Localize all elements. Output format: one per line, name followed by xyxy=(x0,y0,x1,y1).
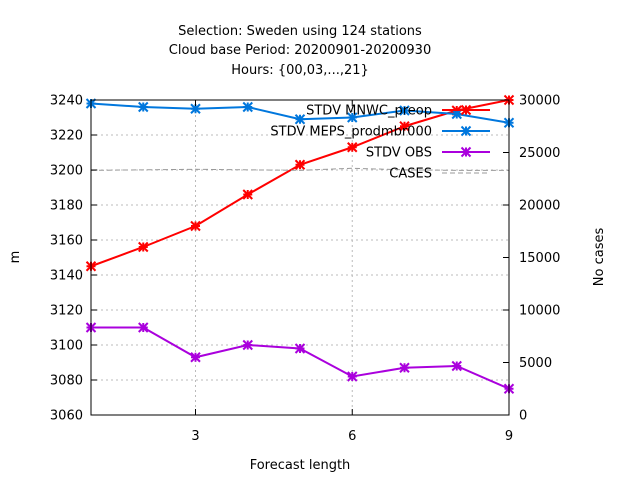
legend-label: CASES xyxy=(389,167,432,182)
y-tick-label: 3240 xyxy=(50,94,83,109)
y2-tick-label: 15000 xyxy=(519,251,560,266)
marker-stroke xyxy=(347,142,358,153)
marker-stroke xyxy=(190,220,201,232)
y-tick-label: 3080 xyxy=(50,374,83,389)
marker-stroke xyxy=(138,322,149,333)
legend-marker xyxy=(460,146,472,158)
data-point xyxy=(242,189,253,200)
data-point xyxy=(451,360,462,372)
y-tick-label: 3200 xyxy=(50,164,83,179)
data-point xyxy=(294,114,306,125)
marker-stroke xyxy=(460,125,472,137)
data-point xyxy=(347,371,358,382)
marker-stroke xyxy=(138,241,149,253)
data-point xyxy=(190,352,201,363)
marker-stroke xyxy=(399,105,410,116)
y2-tick-label: 10000 xyxy=(519,304,560,319)
y-tick-label: 3180 xyxy=(50,199,83,214)
data-point xyxy=(190,103,201,114)
data-point xyxy=(138,241,149,253)
y2-tick-label: 20000 xyxy=(519,199,560,214)
data-point xyxy=(347,142,358,153)
legend-marker xyxy=(460,104,472,116)
marker-stroke xyxy=(242,101,253,113)
marker-stroke xyxy=(460,146,472,158)
x-tick-label: 6 xyxy=(348,429,356,444)
marker-stroke xyxy=(347,371,358,382)
chart-title-line-1: Selection: Sweden using 124 stations xyxy=(178,24,422,39)
y2-tick-label: 5000 xyxy=(519,356,552,371)
chart-title-line-3: Hours: {00,03,...,21} xyxy=(231,63,369,78)
legend-label: STDV MEPS_prodmbr000 xyxy=(270,125,432,140)
data-point xyxy=(242,339,253,351)
marker-stroke xyxy=(294,159,306,170)
y-tick-label: 3140 xyxy=(50,269,83,284)
marker-stroke xyxy=(399,362,410,373)
marker-stroke xyxy=(460,104,472,116)
data-point xyxy=(399,105,410,116)
marker-stroke xyxy=(294,114,306,125)
plot-frame xyxy=(90,99,510,416)
y2-tick-label: 0 xyxy=(519,409,527,424)
data-point xyxy=(399,121,410,132)
y2-tick-label: 25000 xyxy=(519,146,560,161)
marker-stroke xyxy=(138,101,149,113)
marker-stroke xyxy=(294,343,306,354)
y2-axis-label: No cases xyxy=(592,228,607,287)
x-tick-label: 9 xyxy=(505,429,513,444)
series-layer xyxy=(85,94,515,394)
marker-stroke xyxy=(451,360,462,372)
marker-stroke xyxy=(190,352,201,363)
y-tick-label: 3220 xyxy=(50,129,83,144)
data-point xyxy=(294,159,306,170)
data-point xyxy=(138,322,149,333)
ticks-layer: 3060 3080 3100 3120 3140 3160 3180 3200 3220 3240… xyxy=(50,94,560,445)
series-line xyxy=(90,167,509,171)
grid-layer xyxy=(91,100,509,415)
marker-stroke xyxy=(399,121,410,132)
legend-marker xyxy=(460,125,472,137)
data-point xyxy=(399,362,410,373)
y-tick-label: 3100 xyxy=(50,339,83,354)
series-2 xyxy=(85,322,515,394)
series-0 xyxy=(85,94,515,272)
data-point xyxy=(190,220,201,232)
marker-stroke xyxy=(242,189,253,200)
series-3 xyxy=(90,167,509,171)
data-point xyxy=(294,343,306,354)
x-tick-label: 3 xyxy=(191,429,199,444)
marker-stroke xyxy=(242,339,253,351)
y2-tick-label: 30000 xyxy=(519,94,560,109)
legend-label: STDV MNWC_preop xyxy=(306,104,432,119)
chart-title-line-2: Cloud base Period: 20200901-20200930 xyxy=(169,43,431,58)
legend-label: STDV OBS xyxy=(366,146,432,161)
legend: STDV MNWC_preop STDV MEPS_prodmbr000 STDV … xyxy=(270,104,490,182)
x-axis-label: Forecast length xyxy=(250,458,351,473)
data-point xyxy=(138,101,149,113)
marker-stroke xyxy=(347,112,358,123)
y-axis-label: m xyxy=(8,251,23,264)
y-tick-label: 3060 xyxy=(50,409,83,424)
series-1 xyxy=(85,98,515,128)
data-point xyxy=(242,101,253,113)
data-point xyxy=(347,112,358,123)
y-tick-label: 3120 xyxy=(50,304,83,319)
marker-stroke xyxy=(190,103,201,114)
y-tick-label: 3160 xyxy=(50,234,83,249)
labels-layer: Selection: Sweden using 124 stations Clo… xyxy=(8,24,607,473)
